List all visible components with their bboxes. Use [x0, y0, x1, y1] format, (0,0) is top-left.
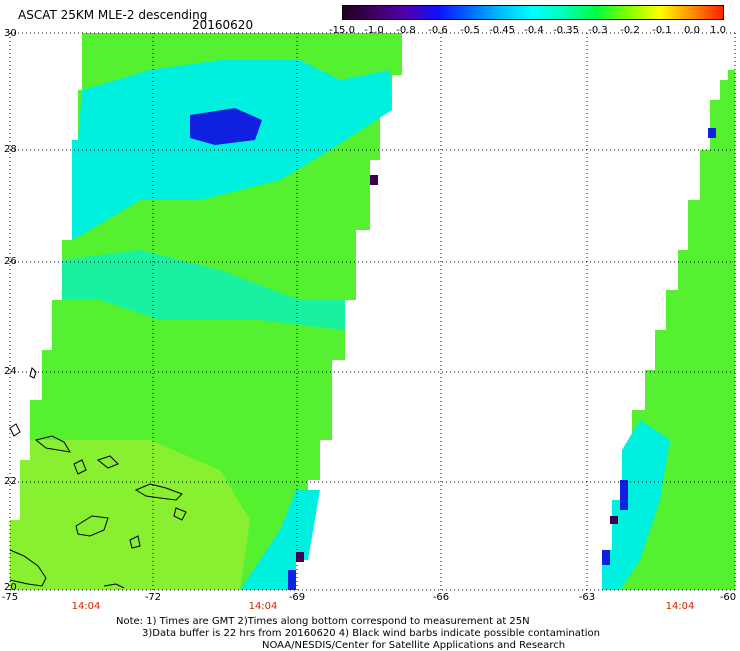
coastline-island	[173, 507, 187, 521]
product-date: 20160620	[192, 18, 254, 32]
swath-left-blue-edge	[288, 570, 296, 590]
colorbar-tick-label: 0.0	[684, 25, 700, 36]
coastline-island	[73, 459, 87, 475]
footnote-line-3: NOAA/NESDIS/Center for Satellite Applica…	[262, 640, 566, 651]
lat-label: 28	[4, 144, 17, 155]
colorbar-tick-label: -0.45	[489, 25, 515, 36]
coastline-cuba	[9, 549, 47, 587]
swath-time-label: 14:04	[665, 601, 695, 612]
lat-label: 24	[4, 366, 17, 377]
swath-time-label: 14:04	[71, 601, 101, 612]
graticule	[9, 32, 736, 591]
swath-right-blue-pixel	[708, 128, 716, 138]
footnote-line-1: Note: 1) Times are GMT 2)Times along bot…	[116, 616, 530, 627]
colorbar-tick-label: -0.3	[588, 25, 608, 36]
colorbar-tick-label: -0.4	[524, 25, 544, 36]
coastline-island	[75, 515, 109, 537]
colorbar-tick-label: -1.0	[364, 25, 384, 36]
colorbar	[342, 5, 724, 20]
colorbar-tick-label: -0.2	[620, 25, 640, 36]
swath-left-cyan-edge	[240, 490, 320, 590]
colorbar-tick-label: -0.1	[652, 25, 672, 36]
swath-right	[602, 70, 735, 590]
coastline-island	[134, 483, 183, 501]
coastline-island	[29, 367, 37, 379]
swath-left-cyan-north	[72, 60, 392, 240]
swath-left-purple-pixel-north	[370, 175, 378, 185]
lon-label: -60	[719, 592, 737, 603]
swath-left-cyan-band	[62, 250, 345, 330]
coastline-island	[34, 435, 71, 453]
colorbar-tick-label: 1.0	[710, 25, 726, 36]
coastline-island	[96, 455, 119, 469]
lon-label: -63	[578, 592, 596, 603]
product-title: ASCAT 25KM MLE-2 descending	[18, 8, 208, 22]
swath-left-blue-core	[190, 108, 262, 145]
colorbar-tick-label: -0.8	[396, 25, 416, 36]
lon-label: -75	[1, 592, 19, 603]
lat-label: 30	[4, 28, 17, 39]
swath-right-blue-edge-south	[602, 550, 610, 565]
coastline-island	[9, 423, 21, 437]
coastline-island	[129, 535, 141, 549]
colorbar-tick-label: -0.5	[460, 25, 480, 36]
swath-left-lightgreen-south	[10, 440, 250, 590]
swath-right-purple-pixel	[610, 516, 618, 524]
coastlines	[9, 367, 187, 589]
swath-left	[10, 33, 402, 590]
colorbar-tick-label: -0.6	[428, 25, 448, 36]
coastline-fragment	[103, 583, 125, 589]
lat-label: 22	[4, 476, 17, 487]
lon-label: -66	[432, 592, 450, 603]
colorbar-tick-label: -15.0	[329, 25, 355, 36]
swath-right-cyan	[602, 420, 670, 590]
lat-label: 20	[4, 582, 17, 593]
swath-right-blue-edge	[620, 480, 628, 510]
lat-label: 26	[4, 256, 17, 267]
swath-time-label: 14:04	[248, 601, 278, 612]
lon-label: -69	[288, 592, 306, 603]
footnote-line-2: 3)Data buffer is 22 hrs from 20160620 4)…	[142, 628, 600, 639]
colorbar-tick-label: -0.35	[553, 25, 579, 36]
swath-left-purple-pixel	[296, 552, 304, 562]
lon-label: -72	[144, 592, 162, 603]
